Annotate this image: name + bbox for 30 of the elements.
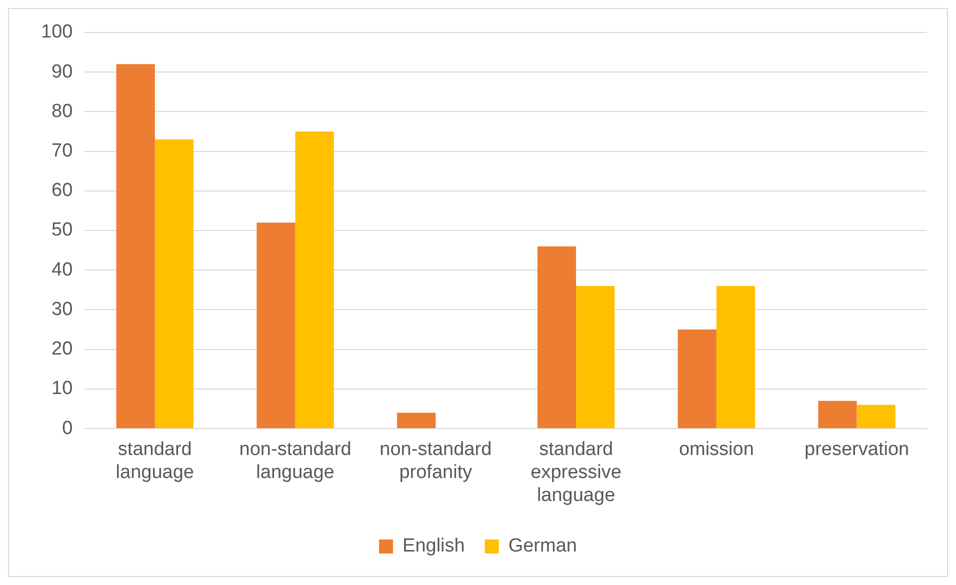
bar — [116, 64, 155, 428]
bar — [537, 246, 576, 428]
bar — [295, 131, 334, 428]
y-tick-label: 100 — [41, 22, 73, 43]
x-tick-label: omission — [678, 439, 754, 460]
bar — [678, 330, 716, 428]
bar — [818, 400, 857, 428]
y-tick-label: 50 — [52, 220, 73, 241]
y-tick-label: 40 — [52, 259, 73, 280]
y-tick-label: 10 — [52, 378, 73, 400]
x-tick-label: non-standard profanity — [380, 439, 492, 484]
x-tick-label: standard language — [116, 439, 194, 484]
y-tick-label: 30 — [52, 298, 73, 320]
x-tick-label: non-standard language — [239, 439, 352, 484]
y-tick-label: 80 — [52, 100, 73, 122]
bar — [256, 222, 296, 428]
bar — [716, 286, 756, 428]
y-tick-label: 60 — [52, 180, 73, 202]
bar — [576, 286, 615, 428]
y-tick-label: 70 — [52, 140, 73, 162]
bar — [397, 412, 436, 428]
y-tick-label: 0 — [62, 418, 73, 439]
y-tick-label: 20 — [52, 338, 73, 360]
x-tick-label: preservation — [804, 439, 910, 460]
x-tick-label: standard expressive language — [530, 439, 622, 506]
y-tick-label: 90 — [52, 61, 73, 82]
bar — [856, 404, 896, 428]
bar — [154, 139, 194, 428]
legend-label: English — [402, 536, 465, 557]
legend-label: German — [508, 536, 577, 557]
